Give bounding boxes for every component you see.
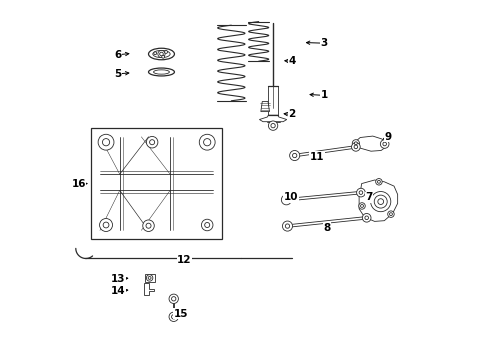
Circle shape [290,150,300,161]
Circle shape [354,145,358,149]
Text: 14: 14 [111,286,125,296]
Circle shape [293,153,297,158]
Circle shape [378,199,384,204]
Circle shape [383,142,387,146]
Circle shape [354,142,357,145]
Polygon shape [354,136,386,151]
Text: 12: 12 [177,255,192,265]
Text: 16: 16 [72,179,86,189]
Circle shape [271,123,275,128]
Circle shape [376,179,382,185]
Circle shape [148,276,151,279]
Bar [91,128,222,239]
Text: 2: 2 [288,109,295,120]
Circle shape [102,139,110,146]
Circle shape [162,55,165,58]
Circle shape [154,52,157,55]
Text: 5: 5 [115,69,122,79]
Bar [294,146,356,157]
Circle shape [204,139,211,146]
Circle shape [169,294,178,303]
Circle shape [281,195,292,205]
Text: 3: 3 [320,38,328,48]
Circle shape [365,216,368,220]
Circle shape [377,180,380,183]
Text: 13: 13 [111,274,125,284]
Bar [287,217,367,227]
Circle shape [352,140,360,147]
Circle shape [143,220,154,231]
Circle shape [147,136,158,148]
Circle shape [388,211,394,217]
Text: 9: 9 [385,132,392,142]
Circle shape [201,219,213,231]
Circle shape [351,143,360,151]
Circle shape [357,188,365,197]
Text: 7: 7 [366,192,373,202]
Circle shape [199,134,215,150]
Circle shape [363,213,371,222]
Polygon shape [259,115,287,122]
Bar [145,274,155,282]
Circle shape [169,312,178,321]
Circle shape [172,297,176,301]
Polygon shape [261,102,270,112]
Circle shape [361,204,364,207]
Text: 8: 8 [323,222,331,233]
Circle shape [158,50,165,58]
Circle shape [269,121,278,130]
Circle shape [172,315,176,319]
Circle shape [147,275,153,281]
Circle shape [374,195,387,208]
Circle shape [282,221,293,231]
Circle shape [165,50,168,53]
Text: 10: 10 [284,192,298,202]
Text: 15: 15 [173,309,188,319]
Circle shape [380,140,389,148]
Circle shape [103,222,109,228]
Ellipse shape [153,70,170,74]
Text: 4: 4 [288,56,295,66]
Circle shape [149,140,155,145]
Bar [286,192,361,201]
Ellipse shape [153,50,170,58]
Circle shape [390,213,392,216]
Circle shape [99,219,113,231]
Polygon shape [144,283,154,295]
Text: 1: 1 [320,90,328,100]
Circle shape [146,223,151,228]
Ellipse shape [148,48,174,60]
Text: 11: 11 [310,152,324,162]
Circle shape [359,191,363,194]
Circle shape [284,198,289,202]
Circle shape [205,222,210,228]
Circle shape [370,192,391,212]
Polygon shape [359,180,398,221]
Circle shape [98,134,114,150]
Circle shape [285,224,290,228]
Circle shape [160,52,163,56]
Bar [269,86,278,115]
Circle shape [359,203,365,209]
Text: 6: 6 [115,50,122,60]
Ellipse shape [148,68,174,76]
